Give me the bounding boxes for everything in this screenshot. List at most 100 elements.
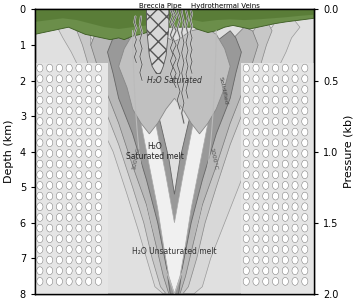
Circle shape xyxy=(47,160,53,168)
Circle shape xyxy=(253,160,259,168)
Circle shape xyxy=(66,96,72,104)
Circle shape xyxy=(95,128,102,136)
Circle shape xyxy=(86,128,92,136)
Circle shape xyxy=(37,203,43,211)
Circle shape xyxy=(272,171,279,179)
Circle shape xyxy=(302,278,308,285)
Circle shape xyxy=(282,85,288,93)
Circle shape xyxy=(243,181,249,189)
Circle shape xyxy=(302,150,308,157)
Circle shape xyxy=(76,118,82,125)
Circle shape xyxy=(37,181,43,189)
Circle shape xyxy=(292,96,298,104)
Circle shape xyxy=(253,192,259,200)
Circle shape xyxy=(37,278,43,285)
Circle shape xyxy=(47,75,53,83)
Circle shape xyxy=(272,128,279,136)
Circle shape xyxy=(47,171,53,179)
Circle shape xyxy=(66,224,72,232)
Circle shape xyxy=(86,64,92,72)
Circle shape xyxy=(253,118,259,125)
Circle shape xyxy=(282,235,288,243)
Circle shape xyxy=(66,192,72,200)
Circle shape xyxy=(56,192,62,200)
Circle shape xyxy=(86,107,92,115)
Circle shape xyxy=(263,192,269,200)
Circle shape xyxy=(272,203,279,211)
Circle shape xyxy=(263,235,269,243)
Circle shape xyxy=(66,171,72,179)
Circle shape xyxy=(47,267,53,275)
Circle shape xyxy=(86,203,92,211)
Circle shape xyxy=(56,150,62,157)
Circle shape xyxy=(282,224,288,232)
Circle shape xyxy=(47,192,53,200)
Circle shape xyxy=(95,278,102,285)
Circle shape xyxy=(282,75,288,83)
Circle shape xyxy=(76,203,82,211)
Circle shape xyxy=(263,118,269,125)
Text: H₂O Unsaturated melt: H₂O Unsaturated melt xyxy=(132,247,217,256)
Circle shape xyxy=(66,128,72,136)
Circle shape xyxy=(243,107,249,115)
Circle shape xyxy=(76,213,82,221)
Circle shape xyxy=(95,181,102,189)
Circle shape xyxy=(282,246,288,253)
Circle shape xyxy=(292,256,298,264)
Circle shape xyxy=(272,278,279,285)
Circle shape xyxy=(66,107,72,115)
Circle shape xyxy=(253,278,259,285)
Circle shape xyxy=(37,75,43,83)
Circle shape xyxy=(95,160,102,168)
Circle shape xyxy=(282,150,288,157)
Circle shape xyxy=(302,235,308,243)
Circle shape xyxy=(76,278,82,285)
Circle shape xyxy=(66,181,72,189)
Circle shape xyxy=(56,85,62,93)
Circle shape xyxy=(56,128,62,136)
Circle shape xyxy=(253,85,259,93)
Circle shape xyxy=(263,96,269,104)
Circle shape xyxy=(302,107,308,115)
Circle shape xyxy=(253,171,259,179)
Circle shape xyxy=(243,128,249,136)
Circle shape xyxy=(56,171,62,179)
Circle shape xyxy=(66,213,72,221)
Text: Breccia Pipe: Breccia Pipe xyxy=(139,3,182,9)
Circle shape xyxy=(292,213,298,221)
Circle shape xyxy=(95,256,102,264)
Circle shape xyxy=(302,246,308,253)
Circle shape xyxy=(47,85,53,93)
Y-axis label: Depth (km): Depth (km) xyxy=(4,120,14,183)
Circle shape xyxy=(302,181,308,189)
Circle shape xyxy=(282,96,288,104)
Circle shape xyxy=(76,256,82,264)
Polygon shape xyxy=(146,0,169,74)
Circle shape xyxy=(76,150,82,157)
Circle shape xyxy=(76,107,82,115)
Text: 1000°C: 1000°C xyxy=(208,147,218,171)
Circle shape xyxy=(56,256,62,264)
Circle shape xyxy=(37,128,43,136)
Circle shape xyxy=(56,203,62,211)
Circle shape xyxy=(95,213,102,221)
Circle shape xyxy=(37,256,43,264)
Polygon shape xyxy=(77,20,272,294)
Polygon shape xyxy=(241,63,314,294)
Circle shape xyxy=(56,96,62,104)
Circle shape xyxy=(243,96,249,104)
Circle shape xyxy=(302,256,308,264)
Circle shape xyxy=(272,256,279,264)
Circle shape xyxy=(47,203,53,211)
Circle shape xyxy=(263,160,269,168)
Circle shape xyxy=(253,107,259,115)
Circle shape xyxy=(76,160,82,168)
Circle shape xyxy=(47,118,53,125)
Circle shape xyxy=(86,139,92,147)
Circle shape xyxy=(292,181,298,189)
Circle shape xyxy=(253,246,259,253)
Circle shape xyxy=(282,139,288,147)
Circle shape xyxy=(86,160,92,168)
Circle shape xyxy=(282,160,288,168)
Circle shape xyxy=(86,171,92,179)
